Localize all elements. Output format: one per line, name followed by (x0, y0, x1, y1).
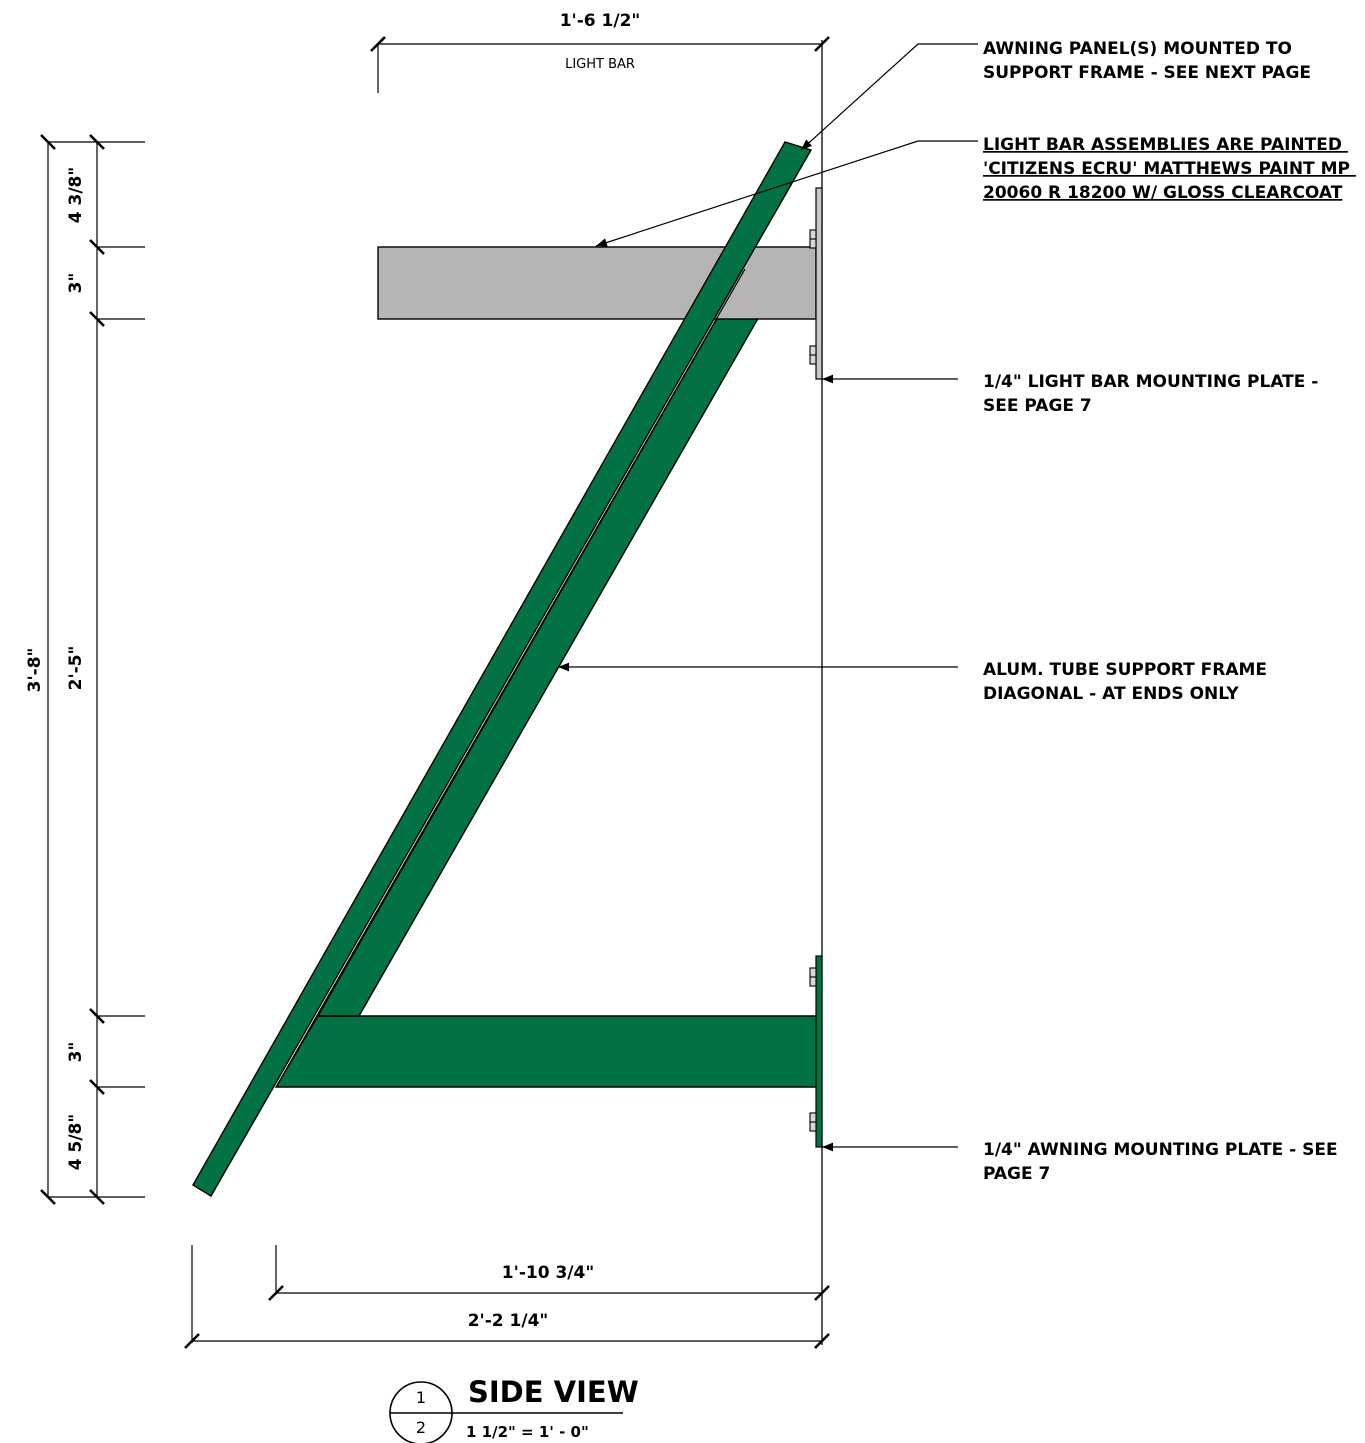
detail-number: 1 (416, 1388, 426, 1407)
note-support-frame: ALUM. TUBE SUPPORT FRAME DIAGONAL - AT E… (983, 660, 1273, 704)
note-lightbar-plate: 1/4" LIGHT BAR MOUNTING PLATE - SEE PAGE… (983, 372, 1324, 416)
top-dimension: 1'-6 1/2" LIGHT BAR (370, 11, 830, 93)
note-paint: LIGHT BAR ASSEMBLIES ARE PAINTED 'CITIZE… (983, 135, 1356, 203)
sheet-number: 2 (416, 1418, 426, 1437)
middle-span-dimension: 2'-5" (66, 646, 86, 691)
leader-paint-note (595, 140, 978, 247)
overall-height-dimension: 3'-8" (25, 648, 45, 693)
leader-lines (558, 43, 978, 1152)
bottom-dimensions: 1'-10 3/4" 2'-2 1/4" (184, 1245, 830, 1349)
diagonal-support (316, 286, 778, 1017)
inner-projection-dimension: 1'-10 3/4" (502, 1263, 594, 1283)
note-awning-plate: 1/4" AWNING MOUNTING PLATE - SEE PAGE 7 (983, 1140, 1343, 1184)
leader-awning-panel (800, 43, 978, 151)
drawing-scale: 1 1/2" = 1' - 0" (466, 1423, 589, 1441)
bolt-icons (809, 229, 817, 1132)
top-gap-dimension: 4 3/8" (66, 167, 86, 223)
awning-arm (274, 1015, 818, 1088)
arm-height-dimension: 3" (66, 1042, 86, 1063)
title-block: 1 2 SIDE VIEW 1 1/2" = 1' - 0" (389, 1375, 639, 1443)
light-bar-mounting-plate (815, 187, 823, 380)
light-bar-height-dimension: 3" (66, 273, 86, 294)
awning-panel-edge (275, 268, 746, 1088)
light-bar-label: LIGHT BAR (565, 57, 635, 72)
left-dimensions: 3'-8" 4 3/8" 3" 2'-5" 3" 4 5/8" (25, 134, 145, 1205)
note-awning-panel: AWNING PANEL(S) MOUNTED TO SUPPORT FRAME… (983, 39, 1311, 83)
awning-mounting-plate (815, 955, 823, 1148)
frame-structure (192, 40, 823, 1345)
bottom-gap-dimension: 4 5/8" (66, 1114, 86, 1170)
awning-panel (192, 141, 813, 1197)
light-bar (377, 246, 817, 320)
overall-projection-dimension: 2'-2 1/4" (468, 1311, 549, 1331)
notes: AWNING PANEL(S) MOUNTED TO SUPPORT FRAME… (983, 39, 1356, 1184)
view-title: SIDE VIEW (468, 1375, 639, 1409)
top-width-dimension: 1'-6 1/2" (560, 11, 641, 31)
